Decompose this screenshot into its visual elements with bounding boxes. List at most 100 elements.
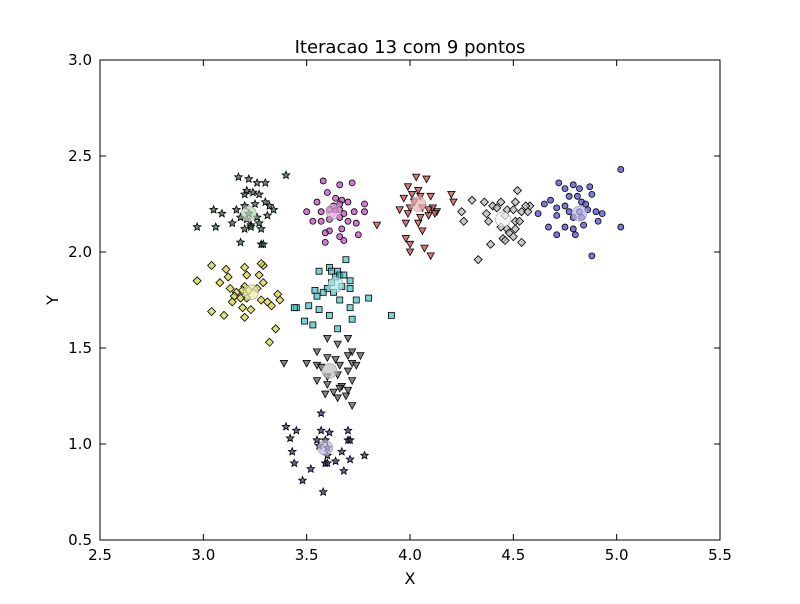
data-point [254,189,264,199]
data-point [403,210,413,219]
data-point [343,425,353,435]
centroid-marker [243,284,259,301]
data-point [413,187,423,195]
data-point [207,306,217,317]
x-tick-label: 4.5 [501,546,525,564]
data-point [315,306,323,314]
data-point [221,264,231,274]
x-tick-label: 4.0 [398,546,422,564]
data-point [561,202,569,210]
data-point [510,224,520,234]
data-point [344,198,352,206]
centroid-marker [325,203,342,220]
data-point [315,267,323,275]
data-point [337,446,347,456]
data-point [316,425,326,435]
data-point [343,386,353,395]
data-point [340,271,348,279]
data-point [227,218,238,228]
data-point [483,216,494,226]
data-point [240,262,250,272]
data-point [447,191,456,199]
data-point [260,177,271,187]
data-point [256,258,266,269]
y-axis: 0.5 1.0 1.5 2.0 2.5 3.0 [68,51,720,549]
data-point [407,191,417,199]
data-point [486,239,496,249]
data-point [317,217,325,225]
y-tick-label: 2.5 [68,147,92,165]
data-point [430,210,440,219]
data-point [348,315,356,323]
data-point [329,388,338,397]
y-axis-label: Y [43,295,62,306]
data-point [311,286,319,294]
data-point [420,244,429,253]
data-point [617,223,625,231]
centroid-marker [327,276,344,293]
data-point [405,240,415,249]
y-tick-label: 3.0 [68,51,92,69]
data-point [343,352,353,361]
data-point [239,189,250,199]
x-tick-label: 3.5 [295,546,319,564]
data-point [343,367,353,376]
data-point [223,272,233,282]
data-point [316,408,326,418]
data-point [268,204,279,214]
data-point [457,207,467,217]
data-point [323,335,332,343]
data-point [514,216,525,226]
data-point [347,402,357,411]
data-point [411,173,421,182]
data-point [481,209,492,219]
series-4 [457,185,535,265]
data-point [473,255,483,265]
data-point [279,359,289,368]
data-point [321,238,329,246]
data-point [246,221,256,232]
series-6 [192,258,285,347]
data-point [248,187,258,197]
data-point [322,458,333,468]
data-point [346,304,354,312]
data-point [352,296,360,304]
data-point [569,181,577,189]
data-point [244,174,254,184]
data-point [545,223,552,231]
data-point [588,190,596,198]
data-point [339,465,349,475]
data-point [598,210,606,218]
data-point [312,377,322,386]
data-point [319,288,327,296]
data-point [334,325,342,333]
data-point [252,177,262,187]
x-tick-label: 5.5 [708,546,732,564]
data-point [426,192,435,201]
data-point [281,170,291,180]
data-point [372,221,382,230]
data-point [512,185,523,196]
data-point [231,204,242,214]
data-point [565,208,573,216]
data-point [331,356,340,364]
data-point [275,295,285,305]
data-point [235,293,246,303]
data-point [580,221,587,229]
data-point [347,348,357,357]
data-point [521,201,531,211]
data-point [297,475,308,485]
data-point [219,310,229,320]
data-point [517,207,527,217]
data-point [287,446,297,456]
data-point [235,237,246,247]
data-point [341,392,351,401]
x-tick-label: 5.0 [605,546,629,564]
data-point [576,185,583,193]
data-point [258,278,268,288]
centroid-marker [571,205,588,222]
data-point [323,381,332,389]
data-point [449,198,458,207]
data-point [319,177,327,185]
data-point [356,352,365,361]
